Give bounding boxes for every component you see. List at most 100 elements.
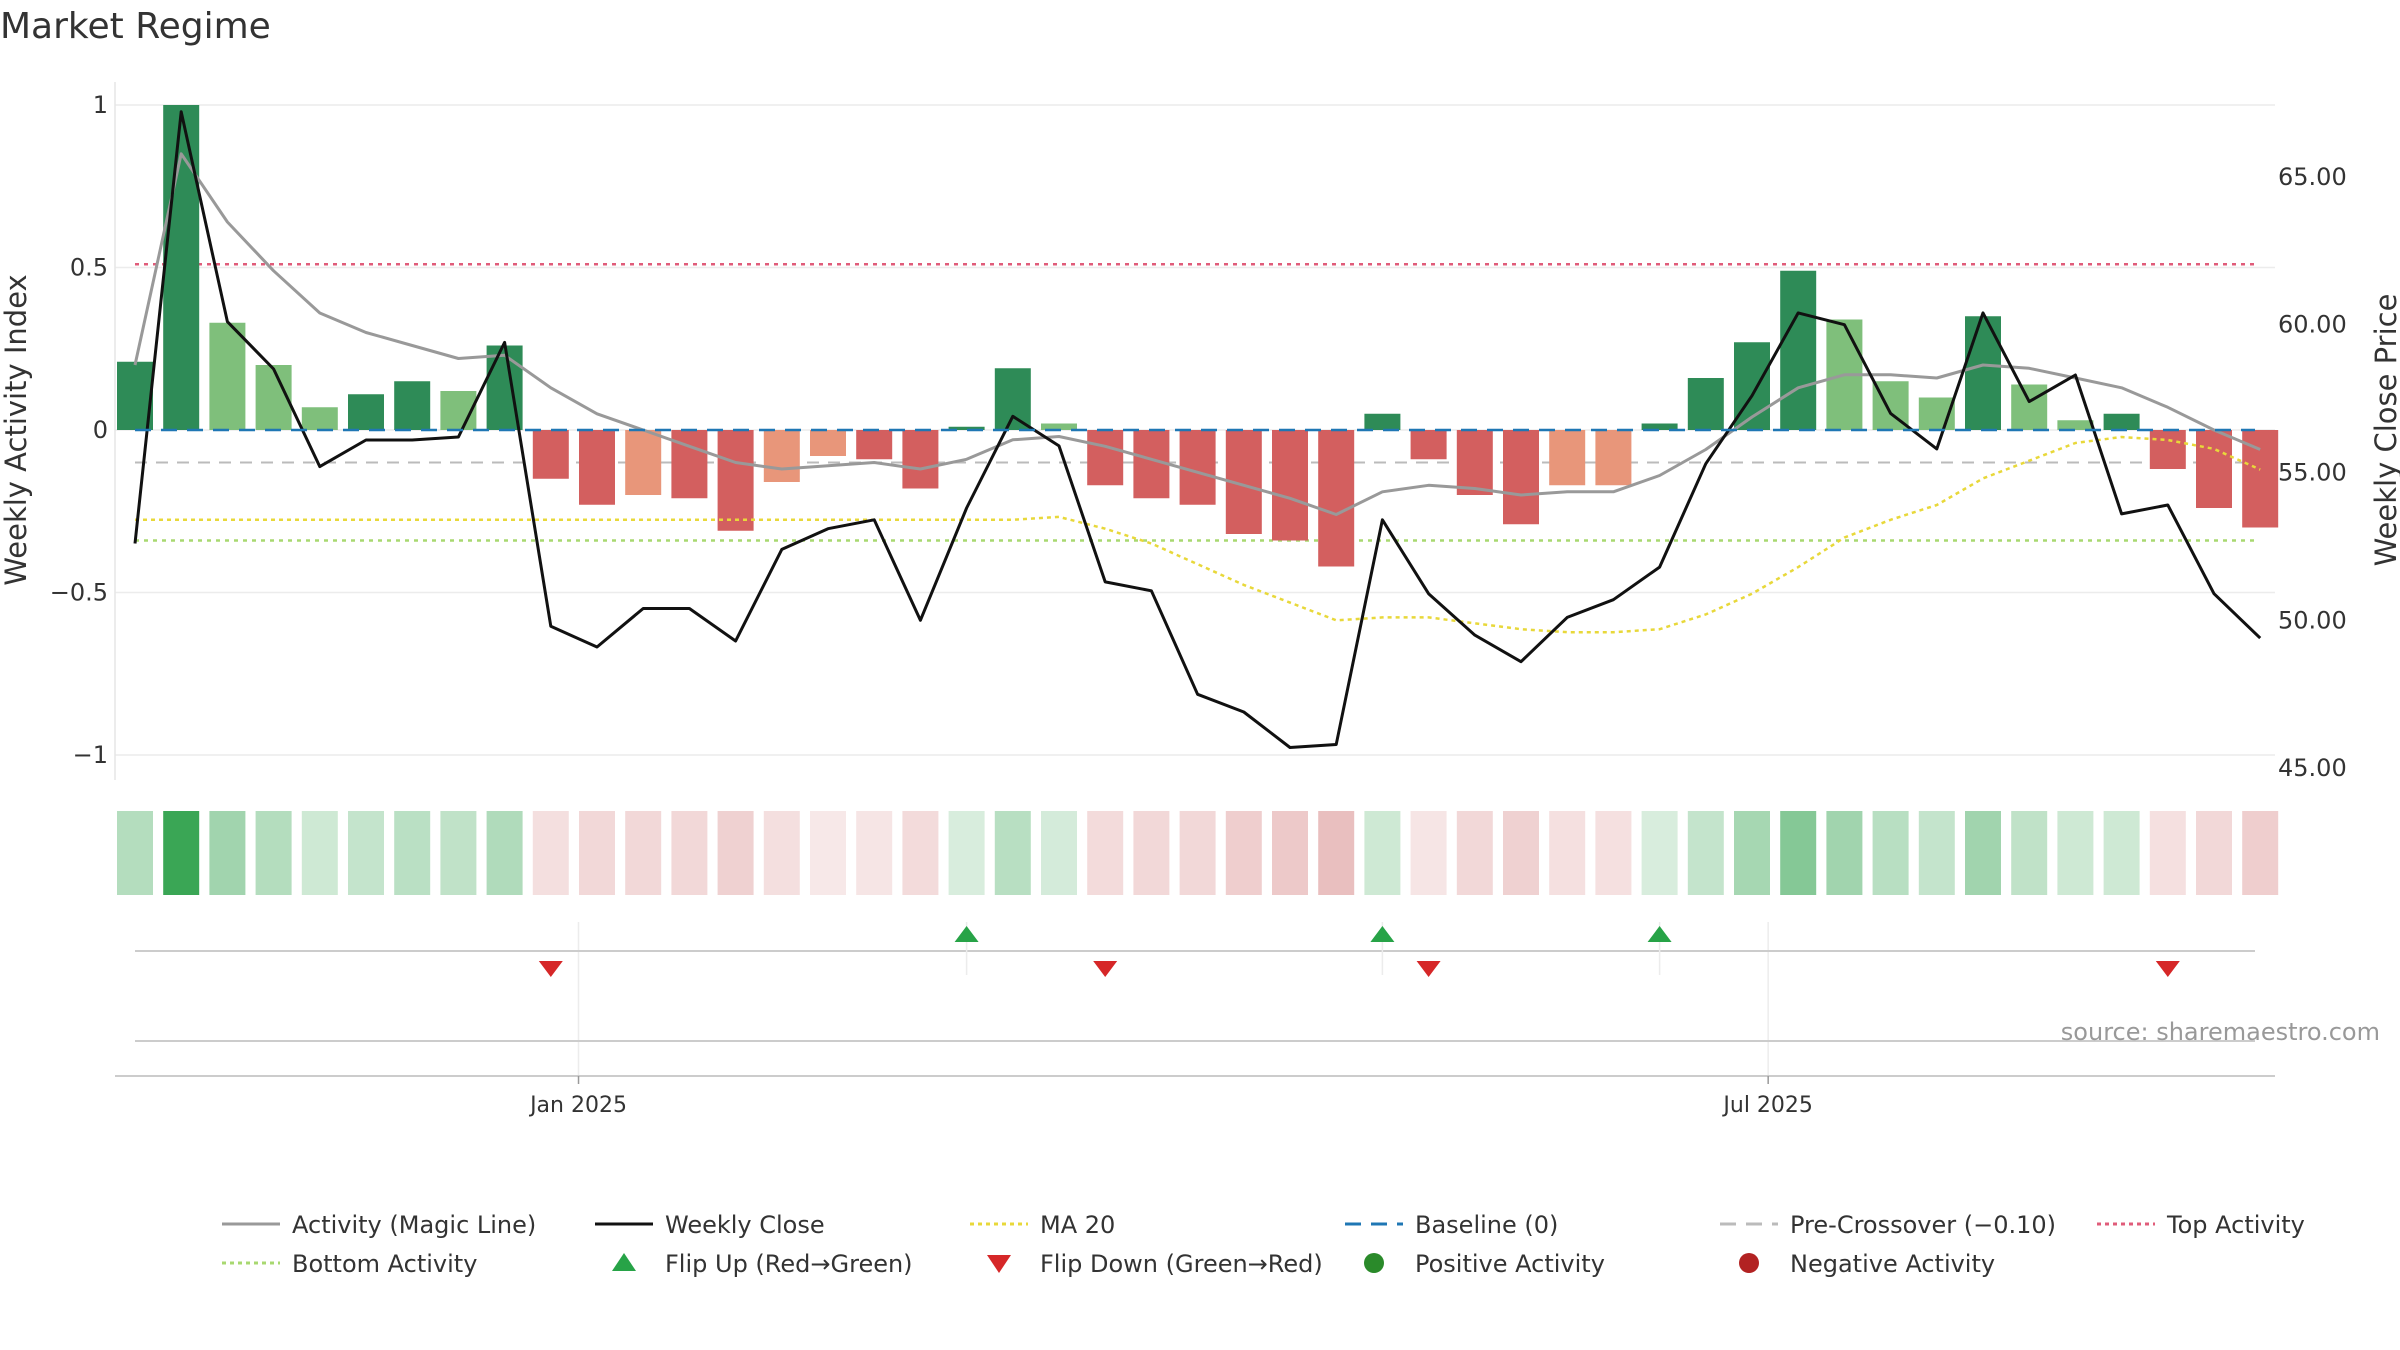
activity-bar	[532, 430, 569, 479]
regime-cell	[1410, 811, 1447, 895]
activity-bar	[1087, 430, 1124, 486]
regime-cell	[1595, 811, 1632, 895]
grid-lines	[114, 82, 2275, 1078]
flip-down-marker	[1416, 961, 1441, 977]
activity-bar	[671, 430, 708, 499]
regime-cell	[348, 811, 384, 895]
activity-bar	[1041, 423, 1077, 430]
regime-cell	[1641, 811, 1678, 895]
legend-swatch	[1739, 1253, 1759, 1273]
regime-cell	[1780, 811, 1817, 895]
flip-down-marker	[538, 961, 563, 977]
legend-label: Weekly Close	[665, 1211, 825, 1239]
activity-bar	[763, 430, 800, 482]
activity-bar	[2196, 430, 2232, 508]
legend: Activity (Magic Line) Weekly Close MA 20 Ba…	[222, 1211, 2305, 1278]
activity-bar	[1549, 430, 1586, 486]
ma20-line	[135, 435, 2261, 634]
regime-cell	[1179, 811, 1216, 895]
legend-label: Bottom Activity	[292, 1250, 477, 1278]
activity-bar	[348, 394, 384, 430]
flip-up-marker	[954, 926, 979, 942]
regime-cell	[671, 811, 708, 895]
left-axis-ticks: 1 0.5 0 −0.5 −1	[50, 91, 108, 769]
regime-cell	[856, 811, 893, 895]
legend-label: Baseline (0)	[1415, 1211, 1558, 1239]
right-tick-label: 65.00	[2278, 163, 2347, 191]
left-tick-label: 0	[93, 416, 108, 444]
x-tick-label: Jul 2025	[1721, 1093, 1813, 1118]
regime-cell	[948, 811, 985, 895]
regime-strip	[117, 811, 2279, 895]
flip-up-marker	[1647, 926, 1672, 942]
regime-cell	[1456, 811, 1493, 895]
regime-cell	[163, 811, 200, 895]
regime-cell	[532, 811, 569, 895]
regime-cell	[486, 811, 523, 895]
regime-cell	[1687, 811, 1724, 895]
regime-cell	[209, 811, 246, 895]
regime-cell	[810, 811, 846, 895]
activity-bar	[2057, 420, 2094, 430]
regime-cell	[1364, 811, 1401, 895]
regime-cell	[1041, 811, 1077, 895]
activity-bar	[1595, 430, 1632, 486]
activity-bar	[994, 368, 1031, 430]
magic-line	[133, 152, 2261, 516]
regime-cell	[1734, 811, 1770, 895]
regime-cell	[1503, 811, 1539, 895]
x-axis: Jan 2025 Jul 2025	[115, 1075, 2275, 1118]
regime-cell	[2242, 811, 2279, 895]
x-tick-label: Jan 2025	[528, 1093, 627, 1118]
weekly-close-line	[133, 110, 2262, 749]
regime-cell	[2149, 811, 2186, 895]
activity-bar	[1272, 430, 1308, 541]
regime-cell	[902, 811, 939, 895]
legend-label: Flip Down (Green→Red)	[1040, 1250, 1323, 1278]
activity-bar	[2103, 413, 2140, 430]
activity-bars	[117, 105, 2279, 567]
regime-cell	[255, 811, 292, 895]
regime-cell	[2011, 811, 2048, 895]
activity-bar	[301, 407, 338, 430]
activity-bar	[2011, 384, 2048, 430]
regime-cell	[625, 811, 662, 895]
legend-label: Negative Activity	[1790, 1250, 1995, 1278]
regime-cell	[1133, 811, 1170, 895]
source-label: source: sharemaestro.com	[2061, 1018, 2380, 1046]
regime-cell	[440, 811, 477, 895]
activity-bar	[1965, 316, 2001, 430]
activity-bar	[1780, 270, 1817, 430]
regime-cell	[1549, 811, 1586, 895]
activity-bar	[810, 430, 846, 456]
flip-up-marker	[1370, 926, 1395, 942]
regime-cell	[1318, 811, 1355, 895]
activity-bar	[394, 381, 431, 430]
activity-bar	[625, 430, 662, 495]
regime-cell	[579, 811, 615, 895]
left-tick-label: 0.5	[70, 254, 108, 282]
activity-bar	[1687, 378, 1724, 430]
regime-cell	[301, 811, 338, 895]
regime-cell	[394, 811, 431, 895]
activity-bar	[1410, 430, 1447, 460]
left-tick-label: −1	[73, 741, 108, 769]
activity-bar	[209, 322, 246, 430]
regime-cell	[2196, 811, 2232, 895]
right-tick-label: 55.00	[2278, 459, 2347, 487]
legend-label: Positive Activity	[1415, 1250, 1605, 1278]
chart-title: Market Regime	[0, 6, 271, 47]
regime-cell	[1918, 811, 1955, 895]
regime-cell	[1965, 811, 2001, 895]
right-tick-label: 50.00	[2278, 606, 2347, 634]
left-axis-label: Weekly Activity Index	[0, 274, 33, 585]
legend-swatch	[612, 1253, 636, 1271]
activity-bar	[948, 426, 985, 430]
activity-bar	[1503, 430, 1539, 525]
regime-cell	[117, 811, 153, 895]
legend-label: Activity (Magic Line)	[292, 1211, 536, 1239]
series-lines	[133, 110, 2262, 749]
regime-cell	[994, 811, 1031, 895]
activity-bar	[1456, 430, 1493, 495]
legend-swatch	[987, 1255, 1011, 1273]
